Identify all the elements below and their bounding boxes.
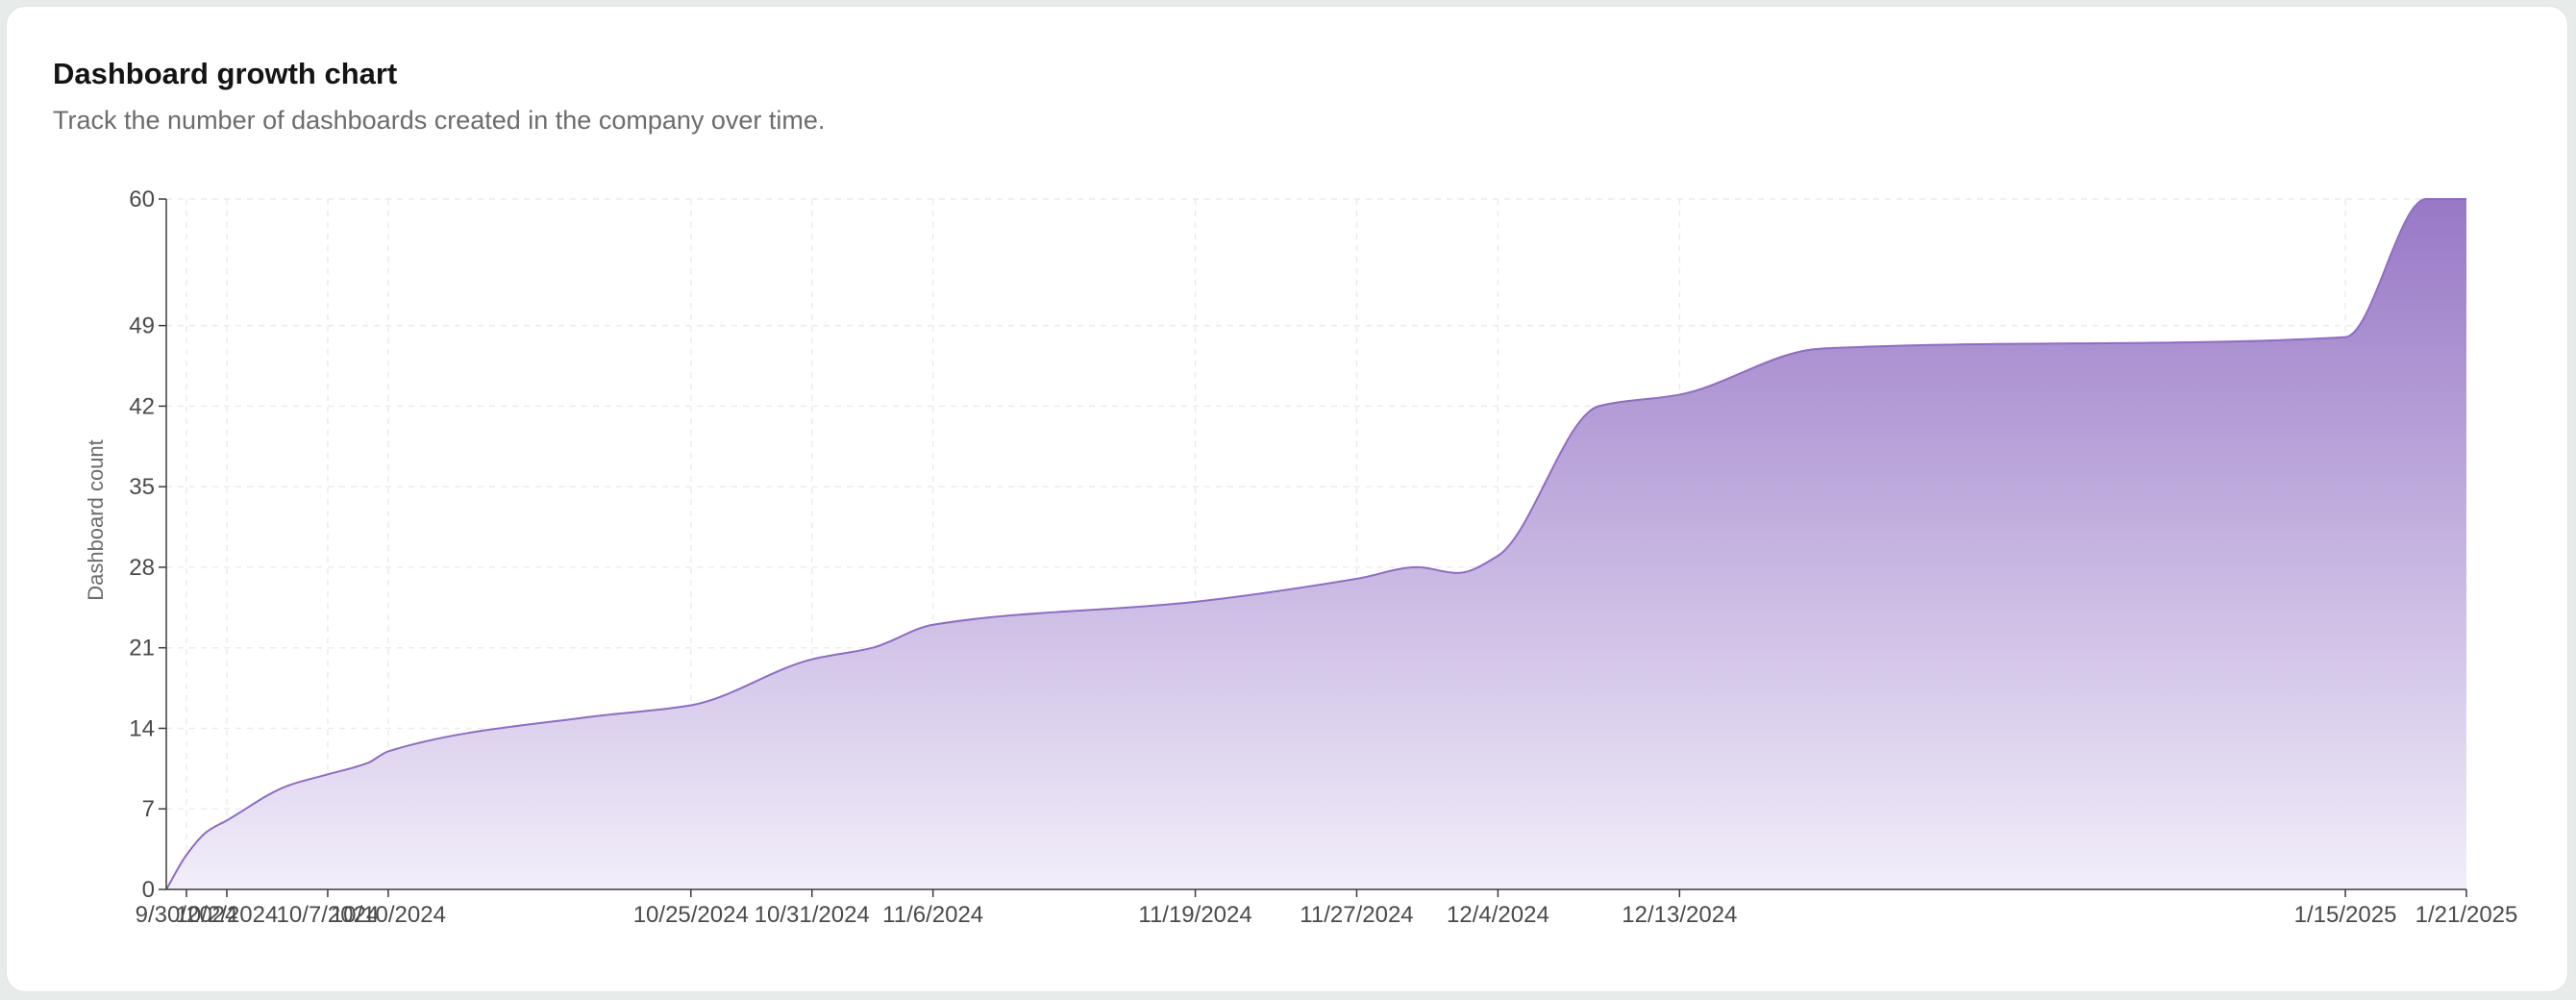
- chart-card: Dashboard growth chart Track the number …: [6, 6, 2568, 992]
- x-tick-label: 10/25/2024: [633, 902, 749, 928]
- x-tick-label: 11/27/2024: [1300, 902, 1413, 928]
- y-tick-label: 21: [129, 636, 155, 662]
- y-axis-title: Dashboard count: [84, 439, 108, 601]
- x-tick-label: 9/30/2024: [136, 902, 238, 928]
- y-tick-label: 35: [129, 474, 155, 500]
- y-tick-label: 42: [129, 393, 155, 419]
- x-tick-label: 11/6/2024: [882, 902, 983, 928]
- x-tick-label: 10/10/2024: [331, 902, 446, 928]
- x-tick-label: 1/15/2025: [2294, 902, 2397, 928]
- y-tick-label: 28: [129, 555, 155, 581]
- series-area: [166, 199, 2466, 889]
- x-tick-label: 10/7/2024: [277, 902, 380, 928]
- x-tick-label: 12/13/2024: [1622, 902, 1737, 928]
- y-tick-label: 49: [129, 313, 155, 339]
- chart-subtitle: Track the number of dashboards created i…: [53, 106, 826, 135]
- y-tick-label: 60: [129, 187, 155, 212]
- x-tick-label: 12/4/2024: [1447, 902, 1549, 928]
- x-tick-label: 1/21/2025: [2415, 902, 2518, 928]
- series-line: [165, 198, 2466, 890]
- x-tick-label: 10/31/2024: [755, 902, 870, 928]
- y-tick-label: 14: [129, 715, 155, 741]
- x-tick-label: 11/19/2024: [1138, 902, 1251, 928]
- y-tick-label: 7: [142, 796, 155, 822]
- chart-title: Dashboard growth chart: [53, 57, 398, 90]
- y-tick-label: 0: [142, 877, 155, 903]
- growth-area-chart: 0 7 14 21 28 35 42 49 60 9/30/202410/2/202410/7/2…: [84, 187, 2518, 928]
- x-tick-label: 10/2/2024: [176, 902, 279, 928]
